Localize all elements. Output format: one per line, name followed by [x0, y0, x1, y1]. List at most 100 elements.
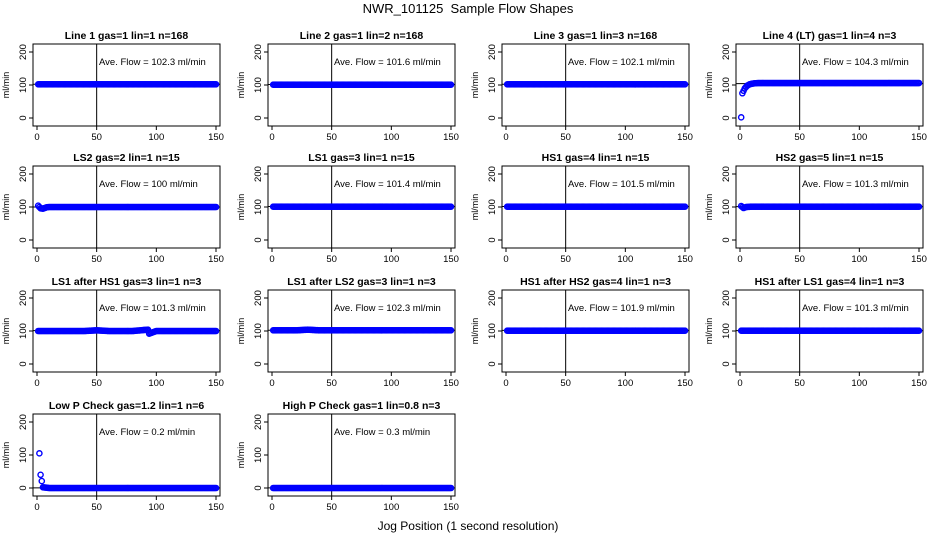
- x-tick-label: 150: [443, 378, 459, 389]
- data-point: [681, 81, 689, 88]
- panel-title: LS2 gas=2 lin=1 n=15: [73, 152, 180, 164]
- data-point: [784, 79, 792, 87]
- data-point: [514, 81, 522, 88]
- data-point: [340, 327, 347, 334]
- data-point: [176, 484, 184, 492]
- average-flow-annotation: Ave. Flow = 101.5 ml/min: [568, 179, 675, 190]
- panel-1: Line 1 gas=1 lin=1 n=168 ml/min 0 50 100 150 0…: [1, 30, 224, 143]
- average-flow-annotation: Ave. Flow = 101.4 ml/min: [334, 179, 441, 190]
- data-point: [145, 330, 153, 337]
- data-point: [39, 81, 47, 88]
- x-tick-label: 100: [617, 378, 633, 389]
- y-tick-label: 0: [18, 115, 29, 120]
- data-point: [506, 327, 513, 334]
- data-point: [292, 327, 300, 334]
- panel-12: HS1 after LS1 gas=4 lin=1 n=3 ml/min 0 50 10…: [704, 276, 927, 389]
- average-flow-annotation: Ave. Flow = 101.3 ml/min: [99, 303, 206, 314]
- average-flow-annotation: Ave. Flow = 101.3 ml/min: [802, 303, 909, 314]
- data-point: [526, 327, 534, 334]
- x-tick-label: 0: [269, 254, 274, 265]
- data-point: [176, 81, 184, 88]
- panel-14: High P Check gas=1 lin=0.8 n=3 ml/min 0 50 1…: [236, 400, 459, 513]
- x-tick-label: 100: [851, 378, 867, 389]
- x-tick-label: 100: [383, 132, 399, 143]
- data-point: [739, 89, 746, 97]
- y-tick-label: 100: [721, 77, 732, 93]
- y-axis-label: ml/min: [470, 72, 480, 99]
- x-tick-label: 100: [148, 132, 164, 143]
- x-tick-label: 100: [148, 502, 164, 513]
- data-point: [364, 81, 371, 88]
- data-point: [292, 203, 300, 210]
- y-tick-label: 0: [18, 485, 29, 490]
- panel-8: HS2 gas=5 lin=1 n=15 ml/min 0 50 100 150 0 100 2…: [704, 152, 927, 265]
- x-tick-label: 50: [794, 378, 805, 389]
- panel-4: Line 4 (LT) gas=1 lin=4 n=3 ml/min 0 50 100 1…: [704, 30, 927, 143]
- data-point: [105, 327, 112, 335]
- average-flow-annotation: Ave. Flow = 101.3 ml/min: [802, 179, 909, 190]
- y-tick-label: 200: [487, 166, 498, 182]
- y-tick-label: 0: [18, 361, 29, 366]
- x-tick-label: 0: [34, 378, 39, 389]
- data-point: [832, 203, 839, 210]
- panel-title: HS1 gas=4 lin=1 n=15: [542, 152, 650, 164]
- data-point: [808, 203, 815, 210]
- x-tick-label: 50: [326, 502, 337, 513]
- data-point: [93, 327, 100, 334]
- y-tick-label: 100: [721, 199, 732, 215]
- x-tick-label: 50: [91, 254, 102, 265]
- panel-title: HS1 after LS1 gas=4 lin=1 n=3: [755, 276, 905, 288]
- x-tick-label: 150: [911, 254, 927, 265]
- data-point: [316, 484, 324, 492]
- x-tick-label: 150: [677, 378, 693, 389]
- panel-title: LS1 after HS1 gas=3 lin=1 n=3: [52, 276, 202, 288]
- y-axis-label: ml/min: [1, 318, 11, 345]
- panel-title: HS2 gas=5 lin=1 n=15: [776, 152, 884, 164]
- x-tick-label: 0: [503, 254, 508, 265]
- data-point: [808, 79, 815, 87]
- data-point: [129, 327, 136, 335]
- x-tick-label: 50: [326, 254, 337, 265]
- data-point: [526, 81, 534, 88]
- x-tick-label: 50: [560, 132, 571, 143]
- data-point: [760, 327, 768, 334]
- data-point: [153, 327, 160, 335]
- data-point: [508, 327, 516, 334]
- data-point: [200, 484, 208, 492]
- data-point: [832, 79, 839, 87]
- y-axis-label: ml/min: [236, 194, 246, 221]
- x-tick-label: 100: [148, 378, 164, 389]
- panel-title: LS1 gas=3 lin=1 n=15: [308, 152, 415, 164]
- x-tick-label: 50: [326, 132, 337, 143]
- x-tick-label: 0: [737, 378, 742, 389]
- y-tick-label: 200: [18, 290, 29, 306]
- x-tick-label: 150: [208, 502, 224, 513]
- data-point: [411, 327, 419, 334]
- y-tick-label: 100: [253, 447, 264, 463]
- data-point: [105, 81, 112, 88]
- y-tick-label: 200: [721, 166, 732, 182]
- x-tick-label: 100: [148, 254, 164, 265]
- y-tick-label: 200: [253, 166, 264, 182]
- data-point: [681, 203, 689, 210]
- x-tick-label: 150: [443, 132, 459, 143]
- data-point: [280, 203, 288, 210]
- y-axis-label: ml/min: [1, 194, 11, 221]
- x-tick-label: 0: [503, 132, 508, 143]
- x-tick-label: 0: [34, 254, 39, 265]
- data-point: [737, 114, 745, 121]
- data-point: [212, 484, 220, 492]
- data-point: [748, 203, 756, 210]
- panel-7: HS1 gas=4 lin=1 n=15 ml/min 0 50 100 150 0 100 2…: [470, 152, 693, 265]
- data-point: [856, 327, 863, 334]
- data-point: [81, 484, 89, 492]
- y-tick-label: 0: [487, 115, 498, 120]
- x-tick-label: 100: [383, 254, 399, 265]
- x-tick-label: 100: [383, 378, 399, 389]
- panel-title: Line 1 gas=1 lin=1 n=168: [65, 30, 189, 42]
- data-point: [598, 81, 605, 88]
- panel-5: LS2 gas=2 lin=1 n=15 ml/min 0 50 100 150 0 100 2…: [1, 152, 224, 265]
- data-point: [388, 81, 395, 88]
- data-point: [879, 79, 887, 87]
